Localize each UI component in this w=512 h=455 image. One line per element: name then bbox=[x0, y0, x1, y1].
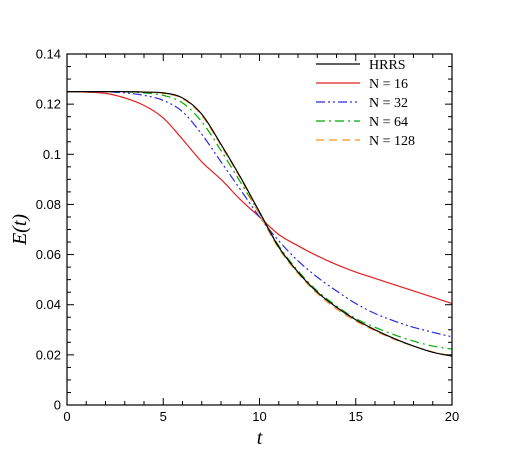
series-line-3 bbox=[67, 90, 453, 350]
series-line-2 bbox=[66, 90, 453, 338]
x-tick-label: 15 bbox=[349, 409, 363, 424]
x-axis-title: t bbox=[257, 427, 263, 449]
series-layer bbox=[66, 90, 453, 357]
y-tick-label: 0.1 bbox=[43, 147, 61, 162]
legend-label-0: HRRS bbox=[369, 58, 406, 73]
tick-layer: 0 5 10 15 20 0 0.02 0.04 0.06 0.08 0.1 0.12 0.14 bbox=[36, 47, 460, 425]
legend: HRRS N = 16 N = 32 N = 64 N = 128 bbox=[316, 58, 415, 149]
x-tick-label: 5 bbox=[160, 409, 167, 424]
legend-label-3: N = 64 bbox=[369, 115, 408, 130]
y-tick-label: 0.12 bbox=[36, 97, 61, 112]
y-tick-label: 0.06 bbox=[36, 247, 61, 262]
y-tick-label: 0 bbox=[54, 398, 61, 413]
y-tick-label: 0.14 bbox=[36, 47, 61, 62]
y-axis-title: E(t) bbox=[9, 214, 31, 246]
legend-label-4: N = 128 bbox=[369, 134, 415, 149]
legend-label-1: N = 16 bbox=[369, 77, 408, 92]
x-tick-label: 20 bbox=[445, 409, 459, 424]
series-line-4 bbox=[67, 90, 453, 357]
x-tick-label: 10 bbox=[252, 409, 266, 424]
x-tick-label: 0 bbox=[63, 409, 70, 424]
y-tick-label: 0.02 bbox=[36, 347, 61, 362]
legend-label-2: N = 32 bbox=[369, 96, 408, 111]
series-line-0 bbox=[67, 90, 453, 357]
y-tick-label: 0.08 bbox=[36, 197, 61, 212]
y-tick-label: 0.04 bbox=[36, 297, 61, 312]
